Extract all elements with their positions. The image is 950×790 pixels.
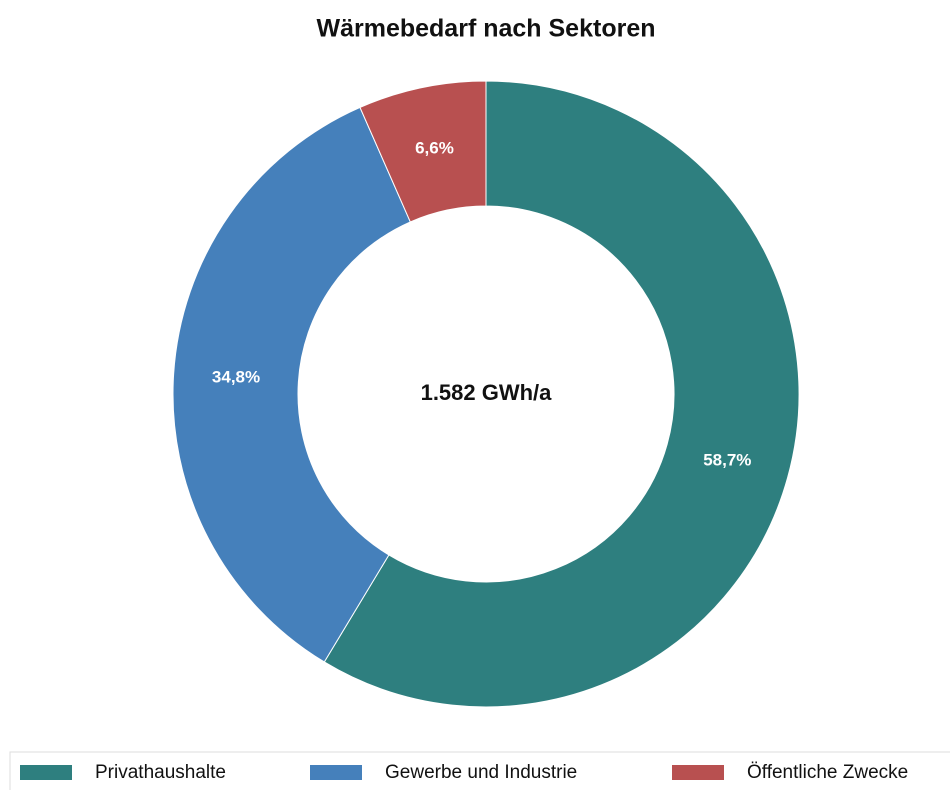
data-label: 6,6%	[415, 138, 454, 157]
data-label: 58,7%	[703, 451, 751, 470]
donut-slice	[359, 80, 487, 223]
donut-slice	[323, 80, 800, 708]
chart-title: Wärmebedarf nach Sektoren	[317, 15, 656, 43]
center-label: 1.582 GWh/a	[421, 380, 553, 405]
legend-swatch	[310, 765, 362, 780]
legend-label: Öffentliche Zwecke	[747, 762, 908, 783]
donut-slice	[172, 106, 411, 663]
legend-label: Privathaushalte	[95, 762, 226, 783]
legend-swatch	[672, 765, 724, 780]
legend-box	[9, 751, 950, 790]
data-label: 34,8%	[212, 367, 260, 386]
legend-swatch	[20, 765, 72, 780]
legend-label: Gewerbe und Industrie	[385, 762, 577, 783]
